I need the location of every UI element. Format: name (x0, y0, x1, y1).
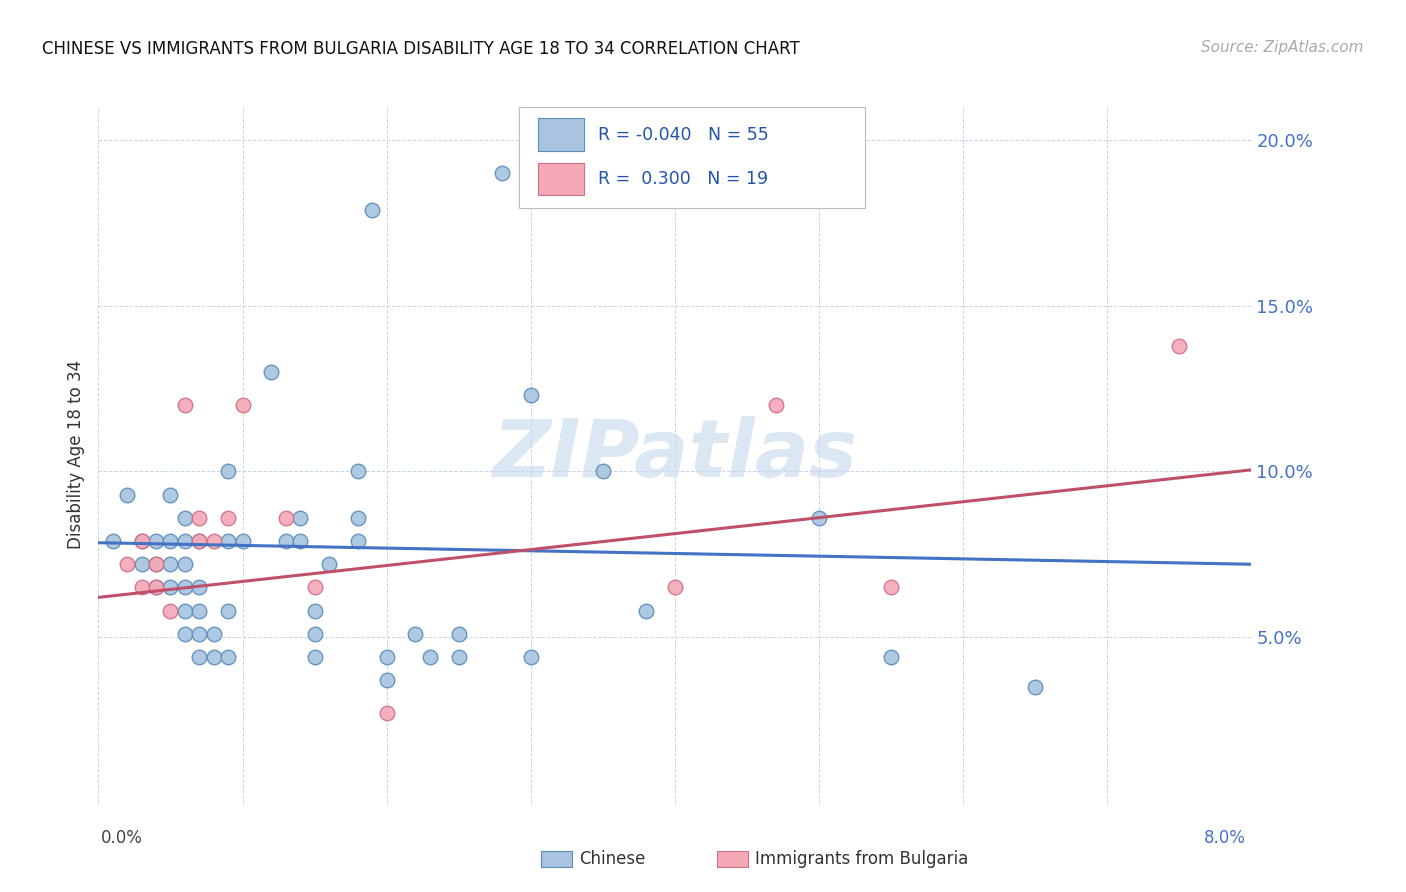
Point (174, 398, 197, 412)
Point (217, 650, 239, 665)
Point (131, 534, 153, 549)
Text: CHINESE VS IMMIGRANTS FROM BULGARIA DISABILITY AGE 18 TO 34 CORRELATION CHART: CHINESE VS IMMIGRANTS FROM BULGARIA DISA… (42, 40, 800, 58)
Point (419, 650, 441, 665)
Point (304, 581, 326, 595)
Text: R =  0.300   N = 19: R = 0.300 N = 19 (598, 169, 768, 187)
Point (304, 627, 326, 641)
Point (520, 650, 543, 665)
Point (131, 534, 153, 549)
Text: Immigrants from Bulgaria: Immigrants from Bulgaria (755, 850, 969, 868)
Text: 8.0%: 8.0% (1204, 829, 1246, 847)
Point (101, 534, 124, 549)
Point (217, 465, 239, 479)
Point (174, 558, 197, 572)
Point (491, 166, 513, 180)
Point (117, 558, 139, 572)
Point (346, 465, 368, 479)
Text: 0.0%: 0.0% (101, 829, 143, 847)
Point (188, 627, 211, 641)
Point (346, 511, 368, 525)
Point (202, 627, 225, 641)
Point (217, 604, 239, 618)
Point (159, 604, 181, 618)
Point (117, 488, 139, 502)
Point (260, 365, 283, 379)
FancyBboxPatch shape (537, 118, 583, 151)
Point (188, 534, 211, 549)
Point (290, 511, 312, 525)
Text: R = -0.040   N = 55: R = -0.040 N = 55 (598, 126, 769, 144)
Point (274, 534, 297, 549)
Point (361, 202, 384, 217)
Point (145, 581, 167, 595)
Point (304, 650, 326, 665)
Point (188, 581, 211, 595)
Point (217, 534, 239, 549)
Point (375, 706, 398, 721)
Point (231, 398, 254, 412)
Text: Chinese: Chinese (579, 850, 645, 868)
Point (636, 604, 658, 618)
Point (131, 581, 153, 595)
Point (318, 558, 340, 572)
Text: ZIPatlas: ZIPatlas (492, 416, 858, 494)
Point (290, 534, 312, 549)
Point (202, 534, 225, 549)
Point (188, 604, 211, 618)
Point (188, 511, 211, 525)
Point (447, 650, 470, 665)
Point (274, 511, 297, 525)
Point (188, 534, 211, 549)
Point (145, 558, 167, 572)
Point (375, 650, 398, 665)
Point (217, 511, 239, 525)
Point (159, 581, 181, 595)
Point (131, 558, 153, 572)
FancyBboxPatch shape (537, 162, 583, 195)
Point (174, 511, 197, 525)
Point (231, 534, 254, 549)
Point (880, 650, 903, 665)
Point (880, 581, 903, 595)
Point (346, 534, 368, 549)
Y-axis label: Disability Age 18 to 34: Disability Age 18 to 34 (66, 360, 84, 549)
Point (664, 581, 686, 595)
Point (1168, 338, 1191, 352)
Point (447, 627, 470, 641)
Point (145, 558, 167, 572)
Point (375, 673, 398, 688)
Point (159, 534, 181, 549)
FancyBboxPatch shape (519, 107, 865, 208)
Point (145, 534, 167, 549)
Point (174, 581, 197, 595)
Point (304, 604, 326, 618)
Point (765, 398, 787, 412)
Point (174, 627, 197, 641)
Point (159, 558, 181, 572)
Point (405, 627, 427, 641)
Point (159, 488, 181, 502)
Point (592, 465, 614, 479)
Point (174, 604, 197, 618)
Point (808, 511, 831, 525)
Point (520, 388, 543, 402)
Text: Source: ZipAtlas.com: Source: ZipAtlas.com (1201, 40, 1364, 55)
Point (188, 650, 211, 665)
Point (145, 581, 167, 595)
Point (1024, 680, 1046, 694)
Point (174, 534, 197, 549)
Point (202, 650, 225, 665)
